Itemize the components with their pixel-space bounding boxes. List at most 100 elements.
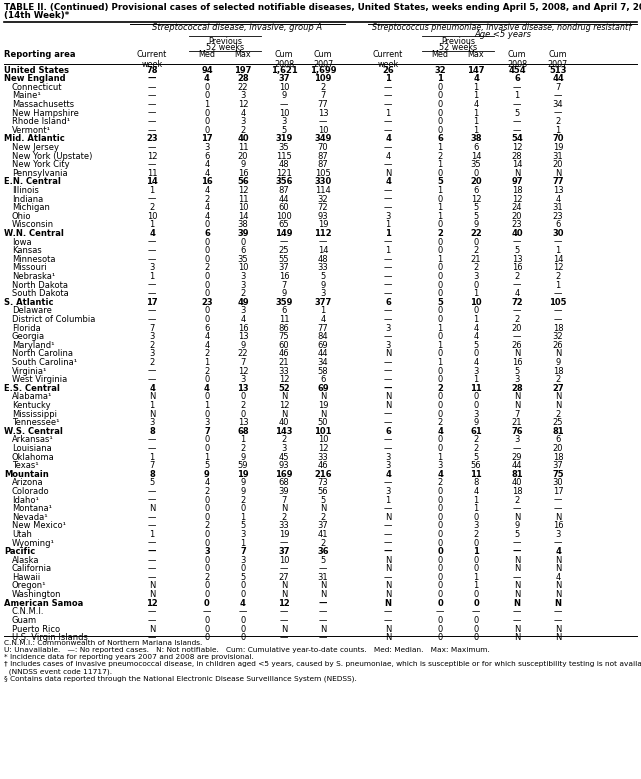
- Text: 2: 2: [514, 315, 520, 324]
- Text: 0: 0: [437, 195, 443, 203]
- Text: 0: 0: [437, 504, 443, 513]
- Text: 3: 3: [473, 272, 479, 281]
- Text: 22: 22: [238, 83, 248, 92]
- Text: 3: 3: [281, 117, 287, 126]
- Text: 0: 0: [437, 108, 443, 118]
- Text: 3: 3: [437, 461, 443, 470]
- Text: North Carolina: North Carolina: [12, 349, 73, 358]
- Text: 19: 19: [237, 470, 249, 479]
- Text: 12: 12: [278, 599, 290, 608]
- Text: 1: 1: [204, 453, 210, 461]
- Text: Virginia¹: Virginia¹: [12, 366, 47, 375]
- Text: 60: 60: [279, 203, 289, 212]
- Text: 0: 0: [437, 238, 443, 246]
- Text: —: —: [384, 410, 392, 418]
- Text: 1: 1: [385, 220, 390, 229]
- Text: 0: 0: [437, 633, 443, 642]
- Text: 0: 0: [204, 435, 210, 444]
- Text: 2: 2: [204, 573, 210, 582]
- Text: 13: 13: [553, 186, 563, 195]
- Text: Age <5 years: Age <5 years: [474, 30, 531, 39]
- Text: 28: 28: [511, 384, 523, 393]
- Text: 12: 12: [146, 599, 158, 608]
- Text: 4: 4: [385, 134, 391, 143]
- Text: 68: 68: [279, 478, 289, 488]
- Text: 44: 44: [318, 349, 328, 358]
- Text: 16: 16: [238, 169, 248, 178]
- Text: 4: 4: [204, 340, 210, 350]
- Text: 4: 4: [555, 573, 561, 582]
- Text: 0: 0: [204, 495, 210, 505]
- Text: 10: 10: [318, 435, 328, 444]
- Text: 2: 2: [437, 151, 443, 160]
- Text: 11: 11: [238, 195, 248, 203]
- Text: 40: 40: [512, 478, 522, 488]
- Text: 6: 6: [204, 151, 210, 160]
- Text: 5: 5: [473, 453, 479, 461]
- Text: 12: 12: [470, 195, 481, 203]
- Text: 2: 2: [473, 246, 479, 255]
- Text: N: N: [555, 349, 561, 358]
- Text: 0: 0: [204, 616, 210, 625]
- Text: 20: 20: [238, 151, 248, 160]
- Text: 0: 0: [204, 410, 210, 418]
- Text: 0: 0: [204, 117, 210, 126]
- Text: 1: 1: [385, 495, 390, 505]
- Text: 0: 0: [437, 555, 443, 565]
- Text: 81: 81: [552, 427, 564, 435]
- Text: 1: 1: [385, 74, 391, 83]
- Text: 1: 1: [473, 375, 479, 384]
- Text: 0: 0: [473, 599, 479, 608]
- Text: 60: 60: [279, 340, 289, 350]
- Text: —: —: [384, 91, 392, 100]
- Text: 93: 93: [318, 212, 328, 220]
- Text: 4: 4: [204, 384, 210, 393]
- Text: —: —: [384, 125, 392, 135]
- Text: N: N: [555, 625, 561, 633]
- Text: 38: 38: [470, 134, 482, 143]
- Text: —: —: [148, 100, 156, 109]
- Text: —: —: [147, 547, 156, 556]
- Text: Wisconsin: Wisconsin: [12, 220, 54, 229]
- Text: —: —: [148, 246, 156, 255]
- Text: 2: 2: [240, 401, 246, 410]
- Text: 72: 72: [511, 298, 523, 307]
- Text: 37: 37: [278, 74, 290, 83]
- Text: N: N: [514, 393, 520, 401]
- Text: 68: 68: [237, 427, 249, 435]
- Text: 330: 330: [314, 178, 331, 186]
- Text: 41: 41: [318, 530, 328, 539]
- Text: Minnesota: Minnesota: [12, 255, 56, 264]
- Text: —: —: [148, 564, 156, 573]
- Text: 2: 2: [473, 263, 479, 273]
- Text: 4: 4: [473, 100, 479, 109]
- Text: 13: 13: [238, 418, 248, 427]
- Text: Cum
2007: Cum 2007: [313, 50, 333, 69]
- Text: 0: 0: [204, 504, 210, 513]
- Text: —: —: [148, 538, 156, 548]
- Text: 2: 2: [320, 513, 326, 522]
- Text: 9: 9: [240, 340, 246, 350]
- Text: N: N: [555, 513, 561, 522]
- Text: —: —: [384, 358, 392, 367]
- Text: —: —: [384, 143, 392, 152]
- Text: 2: 2: [514, 272, 520, 281]
- Text: —: —: [280, 538, 288, 548]
- Text: 0: 0: [437, 393, 443, 401]
- Text: —: —: [554, 289, 562, 298]
- Text: 0: 0: [204, 220, 210, 229]
- Text: 1: 1: [473, 83, 479, 92]
- Text: 9: 9: [240, 487, 246, 496]
- Text: —: —: [147, 74, 156, 83]
- Text: 5: 5: [473, 340, 479, 350]
- Text: 4: 4: [240, 315, 246, 324]
- Text: —: —: [239, 608, 247, 616]
- Text: 109: 109: [314, 74, 331, 83]
- Text: 0: 0: [204, 513, 210, 522]
- Text: 12: 12: [512, 195, 522, 203]
- Text: 0: 0: [204, 272, 210, 281]
- Text: 24: 24: [512, 203, 522, 212]
- Text: N: N: [385, 581, 391, 590]
- Text: 1: 1: [473, 573, 479, 582]
- Text: 0: 0: [240, 504, 246, 513]
